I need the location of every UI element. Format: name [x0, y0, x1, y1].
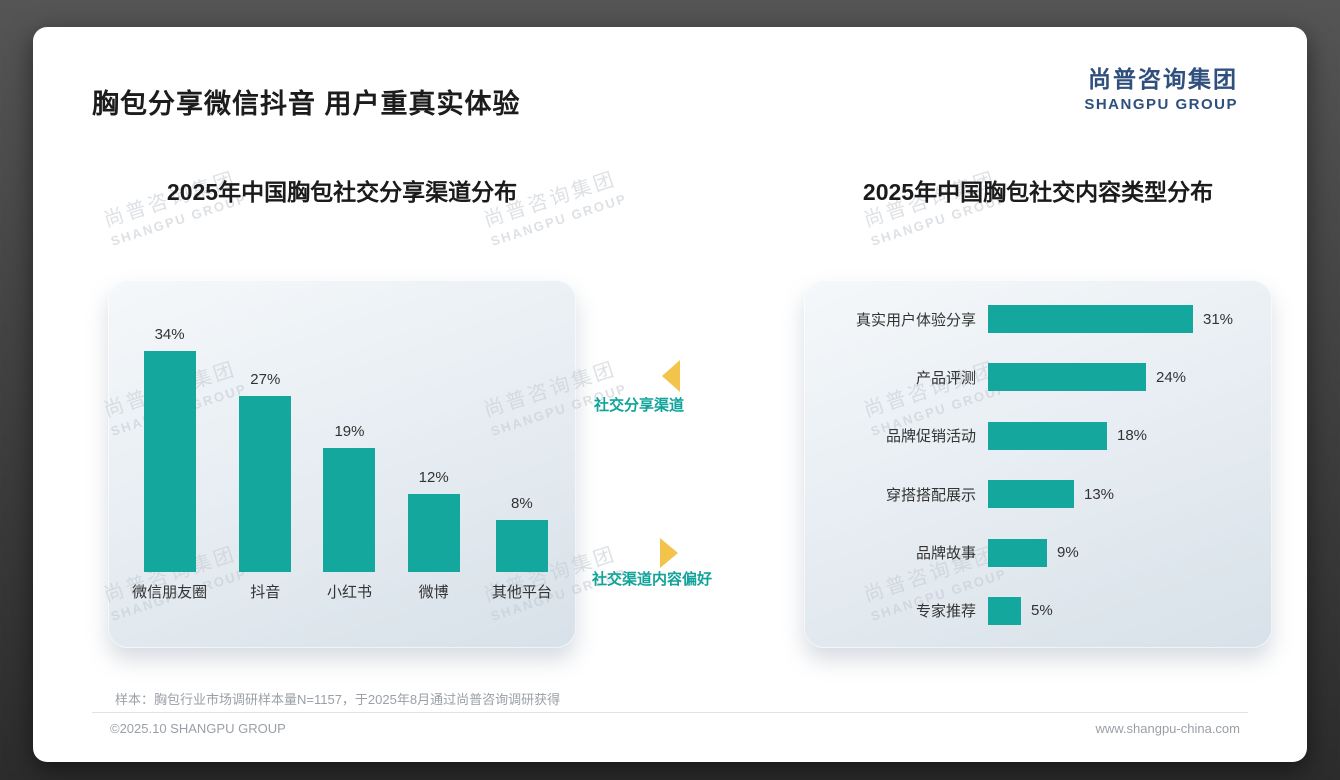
bar: [988, 596, 1021, 625]
left-chart-panel: 34% 微信朋友圈 27% 抖音 19% 小红书 12% 微博 8% 其他平台: [108, 280, 576, 648]
bar-value-label: 19%: [334, 423, 365, 440]
bar-column: 12% 微博: [407, 469, 460, 602]
hbar-value-label: 13%: [1084, 485, 1115, 503]
hbar-value-label: 24%: [1156, 368, 1187, 386]
bar-column: 8% 其他平台: [492, 495, 552, 602]
footer-website: www.shangpu-china.com: [1095, 721, 1240, 736]
bar: [323, 448, 376, 572]
logo-chinese-name: 尚普咨询集团: [1088, 66, 1238, 92]
bar-column: 19% 小红书: [323, 423, 376, 602]
company-logo: 尚普咨询集团 SHANGPU GROUP: [1084, 60, 1238, 113]
hbar-category-label: 真实用户体验分享: [855, 311, 976, 329]
bar: [988, 480, 1074, 509]
hbar-value-label: 5%: [1031, 602, 1053, 620]
bar: [407, 494, 460, 572]
hbar-category-label: 穿搭搭配展示: [885, 486, 976, 504]
bar-category-label: 小红书: [326, 584, 372, 601]
hbar-row: 真实用户体验分享 31%: [826, 304, 1258, 334]
annotation-content-preference: 社交渠道内容偏好: [592, 571, 713, 588]
bar-category-label: 微博: [418, 584, 449, 601]
hbar-row: 专家推荐 5%: [826, 596, 1258, 626]
hbar-row: 穿搭搭配展示 13%: [826, 479, 1258, 509]
hbar-row: 品牌促销活动 18%: [826, 421, 1258, 451]
right-chart-panel: 真实用户体验分享 31% 产品评测 24% 品牌促销活动 18% 穿搭搭配展示 13% 品牌故事…: [804, 280, 1272, 648]
hbar-row: 产品评测 24%: [826, 362, 1258, 392]
bar-category-label: 抖音: [250, 584, 281, 601]
bar-column: 27% 抖音: [239, 371, 292, 602]
bar: [988, 538, 1047, 567]
hbar-category-label: 专家推荐: [915, 603, 976, 621]
sample-note: 样本：胸包行业市场调研样本量N=1157，于2025年8月通过尚普咨询调研获得: [115, 692, 561, 707]
hbar-category-label: 产品评测: [915, 369, 976, 387]
hbar-value-label: 31%: [1203, 310, 1234, 328]
arrow-left-icon: [662, 360, 680, 392]
left-chart-title: 2025年中国胸包社交分享渠道分布: [166, 179, 518, 205]
annotation-share-channels: 社交分享渠道: [594, 397, 685, 414]
vertical-bar-chart: 34% 微信朋友圈 27% 抖音 19% 小红书 12% 微博 8% 其他平台: [116, 310, 568, 602]
hbar-value-label: 9%: [1057, 544, 1079, 562]
hbar-category-label: 品牌故事: [915, 545, 976, 563]
bar-column: 34% 微信朋友圈: [132, 326, 207, 602]
bar: [239, 396, 292, 572]
bar-value-label: 8%: [511, 495, 533, 512]
bar-value-label: 12%: [418, 469, 449, 486]
bar-value-label: 27%: [250, 371, 281, 388]
bar: [988, 421, 1107, 450]
arrow-right-icon: [660, 538, 678, 568]
right-chart-title: 2025年中国胸包社交内容类型分布: [862, 179, 1214, 205]
footer-divider: [92, 712, 1248, 713]
page-title: 胸包分享微信抖音 用户重真实体验: [92, 89, 521, 119]
logo-english-name: SHANGPU GROUP: [1084, 96, 1238, 113]
bar: [988, 305, 1193, 333]
bar-category-label: 微信朋友圈: [132, 584, 208, 601]
slide: 尚普咨询集团 SHANGPU GROUP 尚普咨询集团 SHANGPU GROUP 尚普…: [33, 27, 1307, 762]
footer-copyright: ©2025.10 SHANGPU GROUP: [110, 721, 286, 736]
hbar-value-label: 18%: [1117, 427, 1148, 445]
bar-value-label: 34%: [154, 326, 185, 343]
bar: [143, 351, 196, 572]
horizontal-bar-chart: 真实用户体验分享 31% 产品评测 24% 品牌促销活动 18% 穿搭搭配展示 13% 品牌故事…: [826, 304, 1258, 626]
hbar-row: 品牌故事 9%: [826, 538, 1258, 568]
bar-category-label: 其他平台: [491, 584, 552, 601]
hbar-category-label: 品牌促销活动: [885, 428, 976, 446]
bar: [495, 520, 548, 572]
bar: [988, 363, 1146, 392]
